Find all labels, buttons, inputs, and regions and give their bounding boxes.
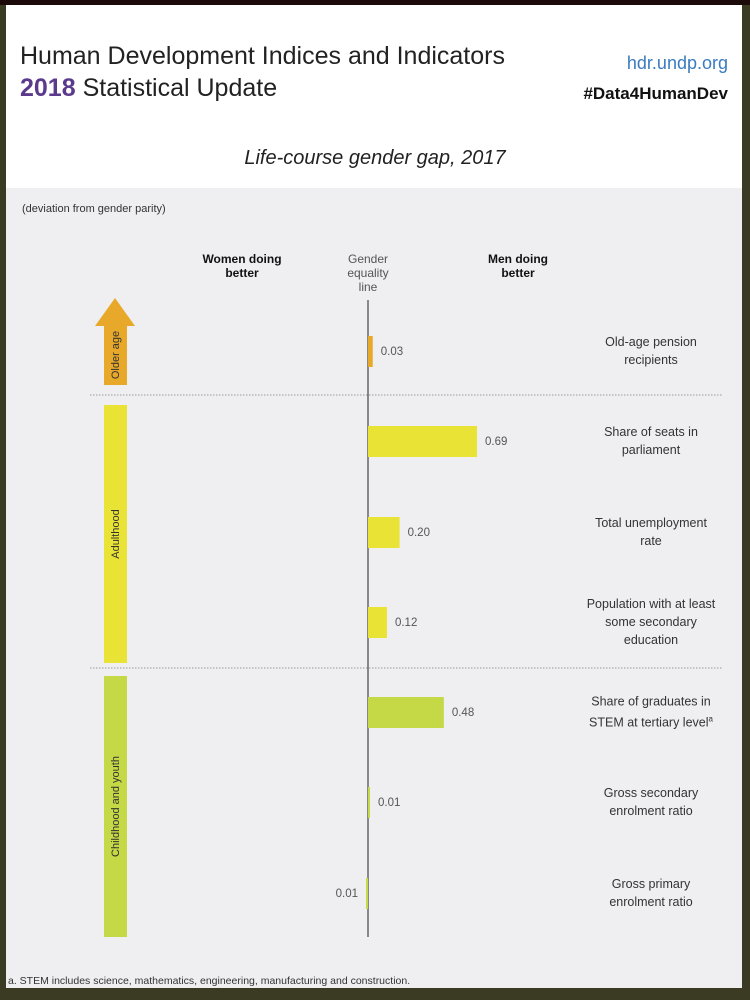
chart-subtitle: (deviation from gender parity) (22, 203, 166, 215)
group-label: Older age (110, 331, 122, 379)
footnote-marker: a (708, 714, 713, 724)
data-label: 0.12 (395, 617, 417, 629)
group-label: Childhood and youth (110, 756, 122, 857)
report-subtitle: 2018 Statistical Update (20, 74, 277, 103)
bar (368, 517, 400, 548)
bar (368, 787, 370, 818)
report-year: 2018 (20, 74, 76, 102)
bar (368, 697, 444, 728)
indicator-label: Total unemployment rate (595, 516, 707, 548)
indicator-label: Gross primary enrolment ratio (609, 877, 693, 909)
data-label: 0.20 (408, 527, 430, 539)
bar (368, 426, 478, 457)
women-better-label: Women doing better (202, 252, 282, 280)
data-label: 0.01 (336, 888, 358, 900)
indicator-label: Old-age pension recipients (605, 335, 697, 367)
indicator-label: Population with at least some secondary … (586, 597, 716, 647)
bar (368, 607, 387, 638)
bar (368, 336, 373, 367)
indicator-label: Gross secondary enrolment ratio (603, 786, 699, 818)
report-subtitle-text: Statistical Update (75, 74, 278, 102)
data-label: 0.03 (381, 346, 403, 358)
site-link[interactable]: hdr.undp.org (626, 53, 728, 73)
equality-line-label: Gender equality line (347, 252, 389, 294)
bar (366, 878, 368, 909)
footnote: a. STEM includes science, mathematics, e… (8, 975, 411, 987)
arrow-up-icon (95, 298, 135, 326)
group-bar-1 (104, 405, 127, 663)
group-bar-2 (104, 676, 127, 937)
group-bar-0 (104, 325, 127, 385)
data-label: 0.48 (452, 707, 474, 719)
indicator-label: Share of seats in parliament (604, 425, 698, 457)
data-label: 0.69 (485, 436, 507, 448)
hashtag: #Data4HumanDev (583, 84, 728, 103)
men-better-label: Men doing better (488, 252, 548, 280)
chart-title: Life-course gender gap, 2017 (244, 147, 506, 169)
group-label: Adulthood (110, 509, 122, 559)
data-label: 0.01 (378, 797, 400, 809)
top-bar (0, 0, 750, 5)
indicator-label: Share of graduates in STEM at tertiary l… (589, 694, 713, 730)
report-title: Human Development Indices and Indicators (20, 42, 505, 70)
